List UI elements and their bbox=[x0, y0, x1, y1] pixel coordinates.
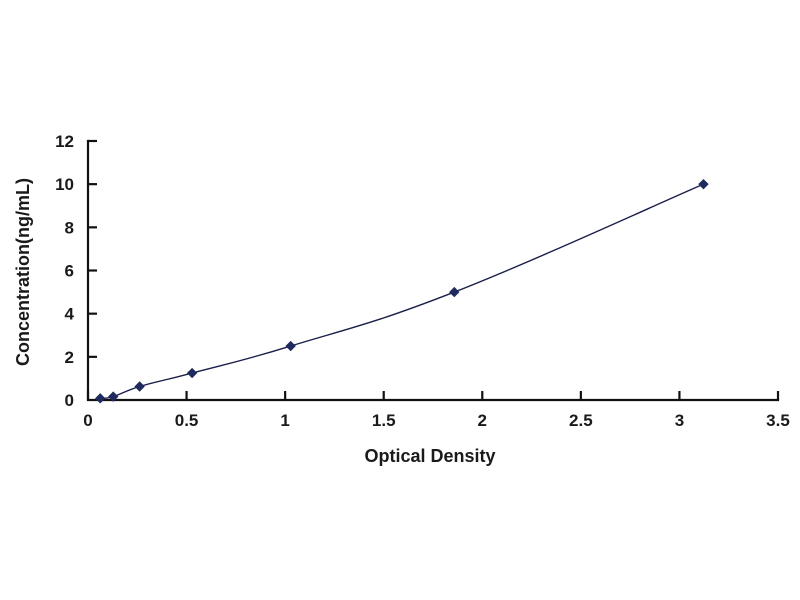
data-point-marker bbox=[95, 393, 106, 404]
y-tick-label: 6 bbox=[65, 262, 74, 281]
data-point-marker bbox=[449, 286, 460, 298]
x-axis-tick-labels: 0 0.5 1 1.5 2 2.5 3 3.5 bbox=[83, 411, 790, 430]
series-markers-standard-curve bbox=[95, 178, 709, 404]
y-tick-label: 0 bbox=[65, 391, 74, 410]
y-axis-tick-labels: 0 2 4 6 8 10 12 bbox=[55, 132, 74, 410]
x-tick-label: 2 bbox=[478, 411, 487, 430]
data-point-marker bbox=[108, 391, 119, 402]
y-tick-label: 10 bbox=[55, 175, 74, 194]
x-tick-label: 2.5 bbox=[569, 411, 593, 430]
x-tick-label: 0 bbox=[83, 411, 92, 430]
data-point-marker bbox=[134, 381, 145, 392]
x-axis-tick-marks bbox=[86, 391, 780, 400]
x-axis-title: Optical Density bbox=[364, 446, 495, 466]
y-tick-label: 8 bbox=[65, 218, 74, 237]
series-line-standard-curve bbox=[99, 183, 705, 400]
x-tick-label: 3 bbox=[675, 411, 684, 430]
x-tick-label: 3.5 bbox=[766, 411, 790, 430]
y-axis-tick-marks bbox=[88, 139, 97, 358]
data-point-marker bbox=[186, 367, 198, 379]
y-tick-label: 2 bbox=[65, 348, 74, 367]
y-tick-label: 4 bbox=[65, 305, 75, 324]
data-point-marker bbox=[698, 178, 709, 190]
x-tick-label: 1.5 bbox=[372, 411, 396, 430]
y-tick-label: 12 bbox=[55, 132, 74, 151]
x-tick-label: 0.5 bbox=[175, 411, 199, 430]
x-tick-label: 1 bbox=[280, 411, 289, 430]
y-axis-title: Concentration(ng/mL) bbox=[13, 178, 33, 366]
data-point-marker bbox=[285, 340, 296, 352]
